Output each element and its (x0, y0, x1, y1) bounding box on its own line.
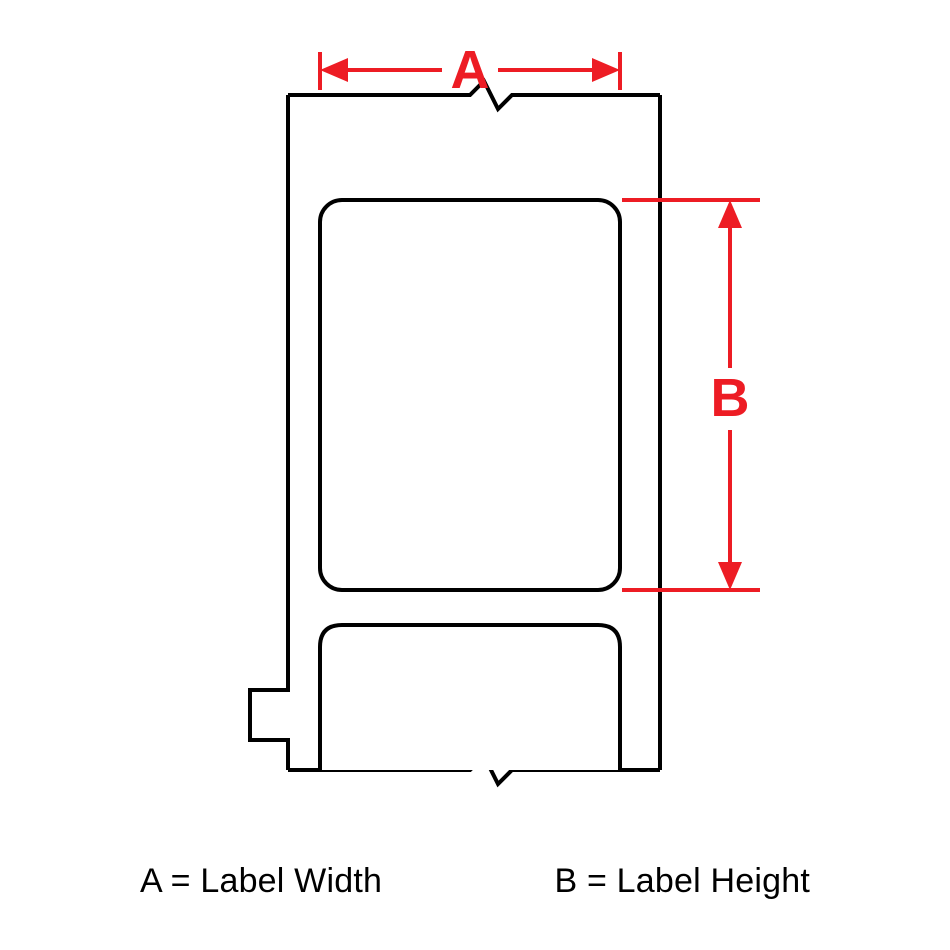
dimension-diagram: A B (0, 0, 950, 950)
legend-row: A = Label Width B = Label Height (0, 862, 950, 901)
legend-b: B = Label Height (554, 862, 810, 901)
dimension-a-letter: A (451, 40, 490, 100)
label-partial (320, 625, 620, 770)
dimension-b-letter: B (711, 368, 750, 428)
dimension-a: A (320, 40, 620, 100)
dimension-b: B (622, 200, 760, 590)
label-main (320, 200, 620, 590)
legend-a: A = Label Width (140, 862, 382, 901)
